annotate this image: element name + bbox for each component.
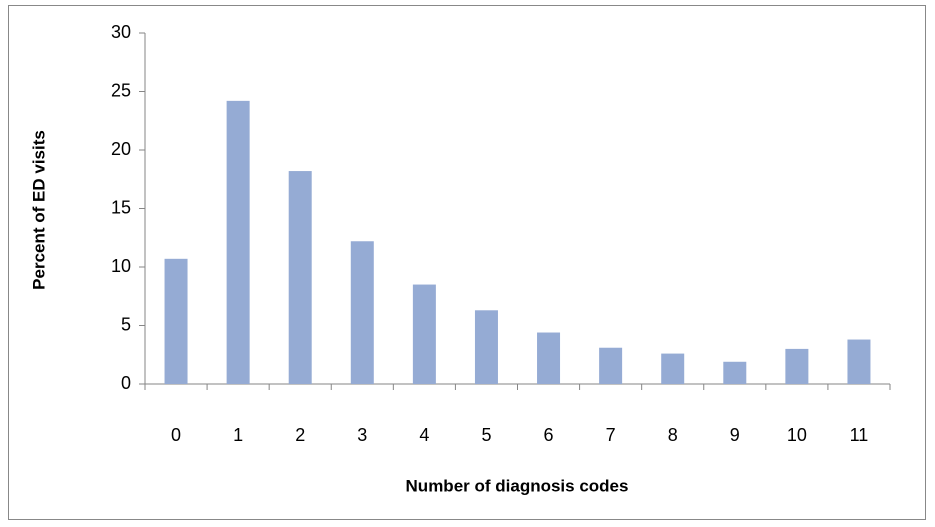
bar	[847, 339, 871, 384]
x-axis-title: Number of diagnosis codes	[406, 476, 629, 495]
x-tick-label: 7	[606, 425, 616, 445]
bar	[164, 258, 188, 384]
x-tick-label: 0	[171, 425, 181, 445]
x-tick-label: 11	[850, 425, 869, 445]
y-tick-label: 30	[111, 22, 131, 42]
y-tick-label: 15	[111, 197, 131, 217]
bar	[226, 100, 250, 385]
y-tick-label: 25	[111, 80, 131, 100]
y-tick-label: 0	[121, 373, 131, 393]
x-tick-label: 2	[295, 425, 305, 445]
x-tick-label: 3	[357, 425, 367, 445]
x-tick-label: 8	[668, 425, 678, 445]
x-tick-label: 10	[787, 425, 807, 445]
bar	[661, 353, 685, 384]
bar	[723, 361, 747, 384]
x-tick-label: 9	[730, 425, 740, 445]
x-tick-label: 1	[233, 425, 243, 445]
y-tick-label: 10	[111, 256, 131, 276]
chart-frame	[8, 5, 926, 520]
bar	[785, 348, 809, 384]
x-tick-label: 5	[481, 425, 491, 445]
y-tick-label: 5	[121, 314, 131, 334]
bar	[599, 347, 623, 384]
bar	[350, 241, 374, 384]
x-tick-label: 6	[544, 425, 554, 445]
x-tick-label: 4	[419, 425, 429, 445]
y-axis-title: Percent of ED visits	[29, 130, 48, 290]
bar	[412, 284, 436, 384]
bar	[537, 332, 561, 384]
bar	[474, 310, 498, 384]
bar	[288, 171, 312, 384]
y-tick-label: 20	[111, 139, 131, 159]
